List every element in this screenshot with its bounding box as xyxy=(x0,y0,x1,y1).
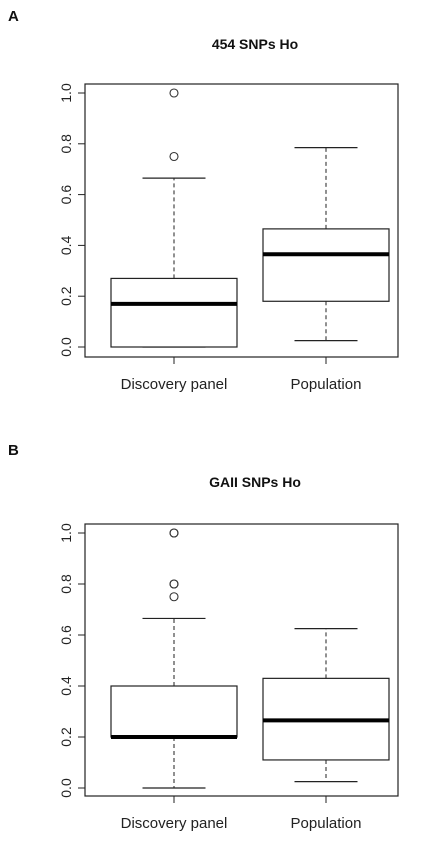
y-tick-label: 0.4 xyxy=(58,235,74,255)
outlier-point xyxy=(169,88,179,98)
x-tick-label: Discovery panel xyxy=(121,815,228,832)
x-tick-label: Population xyxy=(291,815,362,832)
chart-title: GAII SNPs Ho xyxy=(209,474,301,490)
box xyxy=(110,685,238,738)
y-tick-label: 0.0 xyxy=(58,337,74,357)
box xyxy=(262,228,390,302)
y-tick-label: 1.0 xyxy=(58,83,74,103)
box xyxy=(110,277,238,348)
outlier-point xyxy=(169,592,179,602)
plot-frame xyxy=(84,523,399,797)
chart-title: 454 SNPs Ho xyxy=(211,36,299,52)
panel-label: B xyxy=(8,442,19,459)
y-tick-label: 0.2 xyxy=(58,727,74,747)
y-tick-label: 0.6 xyxy=(58,625,74,645)
outlier-point xyxy=(169,528,179,538)
y-tick-label: 0.2 xyxy=(58,286,74,306)
outlier-point xyxy=(169,579,179,589)
panel-b: B GAII SNPs Ho 0.0 0.2 0.4 0.6 0.8 1.0 Discove… xyxy=(0,422,424,844)
x-tick-label: Population xyxy=(291,376,362,393)
boxplot-gaii: 0.0 0.2 0.4 0.6 0.8 1.0 Discovery panel Populat… xyxy=(58,523,399,832)
y-tick-label: 0.0 xyxy=(58,778,74,798)
x-tick-label: Discovery panel xyxy=(121,376,228,393)
outlier-point xyxy=(169,151,179,162)
y-tick-label: 0.8 xyxy=(58,134,74,154)
plot-frame xyxy=(84,83,399,358)
y-tick-label: 1.0 xyxy=(58,523,74,543)
panel-label: A xyxy=(8,8,19,25)
panel-a: A 454 SNPs Ho 0.0 0.2 0.4 0.6 0.8 1.0 Discover… xyxy=(0,0,424,422)
y-tick-label: 0.8 xyxy=(58,574,74,594)
y-tick-label: 0.4 xyxy=(58,676,74,696)
y-tick-label: 0.6 xyxy=(58,185,74,205)
boxplot-454: 0.0 0.2 0.4 0.6 0.8 1.0 Discovery panel Populat… xyxy=(58,83,399,393)
